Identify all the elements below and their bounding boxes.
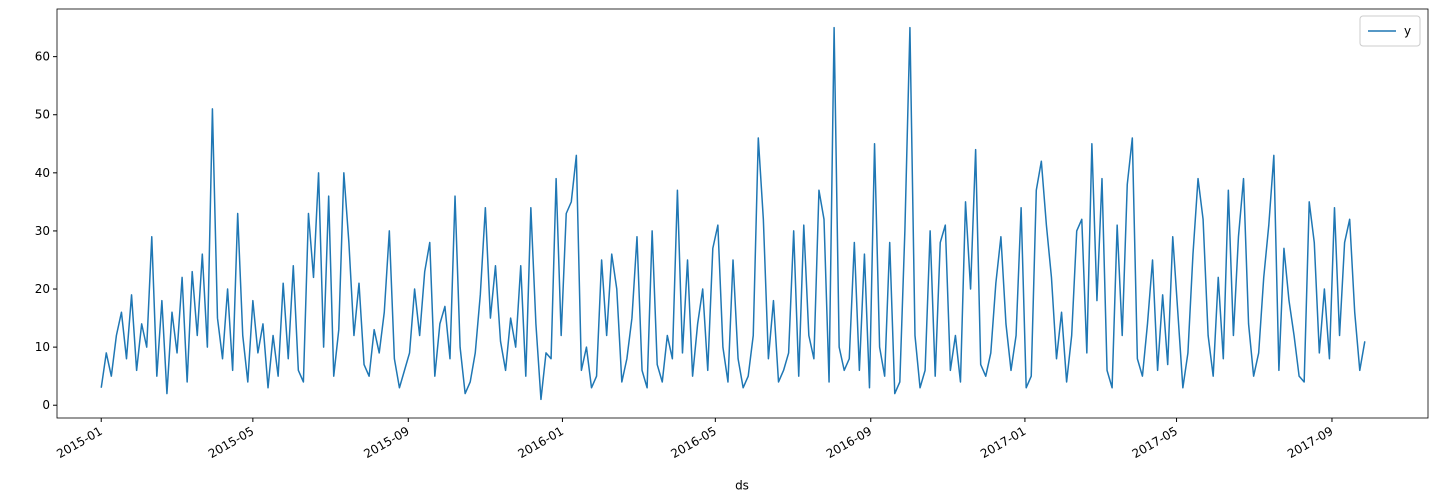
legend-label: y xyxy=(1404,24,1411,38)
plot-frame xyxy=(56,8,1429,419)
x-tick-label: 2016-01 xyxy=(516,424,566,461)
y-tick-label: 50 xyxy=(35,108,50,122)
y-tick-label: 20 xyxy=(35,282,50,296)
y-tick-label: 60 xyxy=(35,50,50,64)
x-axis-label: ds xyxy=(735,479,749,493)
x-tick-label: 2016-09 xyxy=(824,424,874,461)
legend: y xyxy=(1359,15,1421,47)
y-tick-label: 30 xyxy=(35,224,50,238)
x-tick-label: 2016-05 xyxy=(668,424,718,461)
y-tick-label: 0 xyxy=(42,398,50,412)
y-tick-label: 40 xyxy=(35,166,50,180)
x-tick-label: 2017-09 xyxy=(1285,424,1335,461)
x-tick-label: 2015-01 xyxy=(54,424,104,461)
data-line xyxy=(100,26,1366,401)
x-tick-label: 2015-09 xyxy=(361,424,411,461)
x-tick-label: 2015-05 xyxy=(206,424,256,461)
y-tick-label: 10 xyxy=(35,340,50,354)
x-tick-label: 2017-05 xyxy=(1130,424,1180,461)
x-tick-label: 2017-01 xyxy=(978,424,1028,461)
